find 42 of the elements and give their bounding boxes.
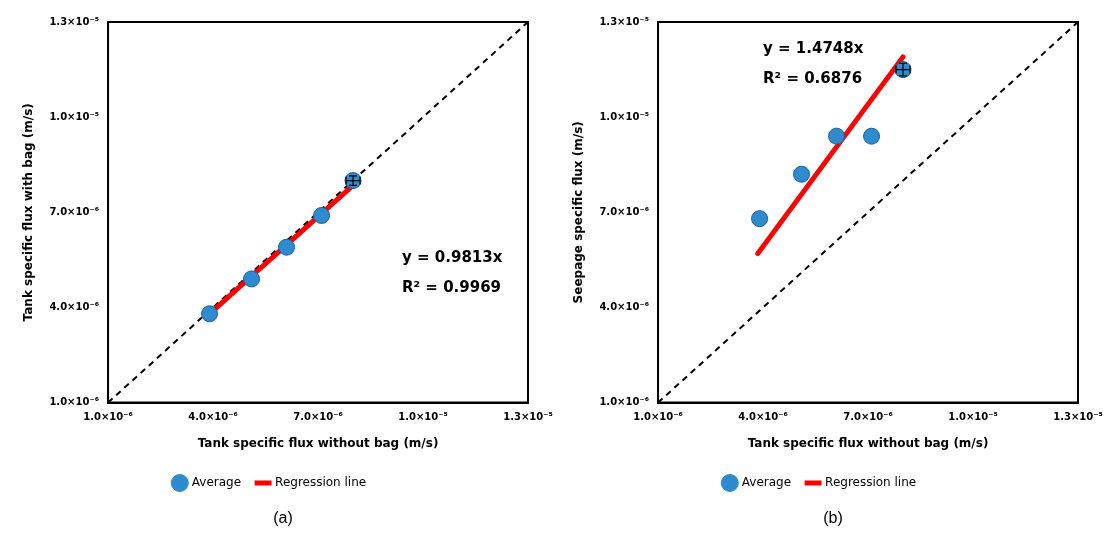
annotation: y = 1.4748x bbox=[763, 38, 864, 57]
point bbox=[201, 305, 219, 323]
y-tick-label: 1.0×10⁻⁵ bbox=[599, 110, 650, 122]
legend-label: Regression line bbox=[825, 475, 917, 490]
x-tick-label: 1.0×10⁻⁶ bbox=[83, 411, 133, 423]
point bbox=[313, 206, 331, 224]
x-tick-label: 1.3×10⁻⁵ bbox=[503, 411, 553, 423]
text: (b) bbox=[822, 509, 844, 527]
point bbox=[793, 165, 811, 183]
y-tick-label: 1.0×10⁻⁶ bbox=[599, 396, 650, 408]
x-tick-label: 1.0×10⁻⁵ bbox=[398, 411, 448, 423]
point bbox=[751, 210, 769, 228]
y-axis-title: Seepage specific flux (m/s) bbox=[571, 121, 586, 304]
x-axis-title: Tank specific flux without bag (m/s) bbox=[747, 435, 989, 450]
x-tick-label: 1.0×10⁻⁶ bbox=[633, 411, 683, 423]
y-tick-label: 1.0×10⁻⁵ bbox=[49, 110, 100, 122]
point bbox=[828, 127, 846, 145]
text: (a) bbox=[272, 509, 294, 527]
legend-label: Regression line bbox=[275, 475, 367, 490]
y-tick-label: 4.0×10⁻⁶ bbox=[599, 301, 650, 313]
annotation: R² = 0.9969 bbox=[402, 277, 502, 296]
y-tick-label: 1.3×10⁻⁵ bbox=[49, 15, 100, 27]
y-tick-label: 4.0×10⁻⁶ bbox=[49, 301, 100, 313]
y-tick-label: 7.0×10⁻⁶ bbox=[49, 205, 100, 217]
point bbox=[278, 238, 296, 256]
y-tick-label: 1.3×10⁻⁵ bbox=[599, 15, 650, 27]
point bbox=[863, 127, 881, 145]
y-tick-label: 1.0×10⁻⁶ bbox=[49, 396, 100, 408]
legend-label: Average bbox=[741, 475, 792, 490]
x-tick-label: 7.0×10⁻⁶ bbox=[843, 411, 893, 423]
x-tick-label: 7.0×10⁻⁶ bbox=[293, 411, 343, 423]
x-tick-label: 1.3×10⁻⁵ bbox=[1053, 411, 1103, 423]
point bbox=[243, 270, 261, 288]
x-tick-label: 4.0×10⁻⁶ bbox=[738, 411, 788, 423]
x-tick-label: 4.0×10⁻⁶ bbox=[188, 411, 238, 423]
x-axis-title: Tank specific flux without bag (m/s) bbox=[197, 435, 439, 450]
annotation: R² = 0.6876 bbox=[763, 68, 863, 87]
annotation: y = 0.9813x bbox=[402, 247, 503, 266]
y-tick-label: 7.0×10⁻⁶ bbox=[599, 205, 650, 217]
y-axis-title: Tank specific flux with bag (m/s) bbox=[21, 103, 36, 322]
x-tick-label: 1.0×10⁻⁵ bbox=[948, 411, 998, 423]
legend-label: Average bbox=[191, 475, 242, 490]
